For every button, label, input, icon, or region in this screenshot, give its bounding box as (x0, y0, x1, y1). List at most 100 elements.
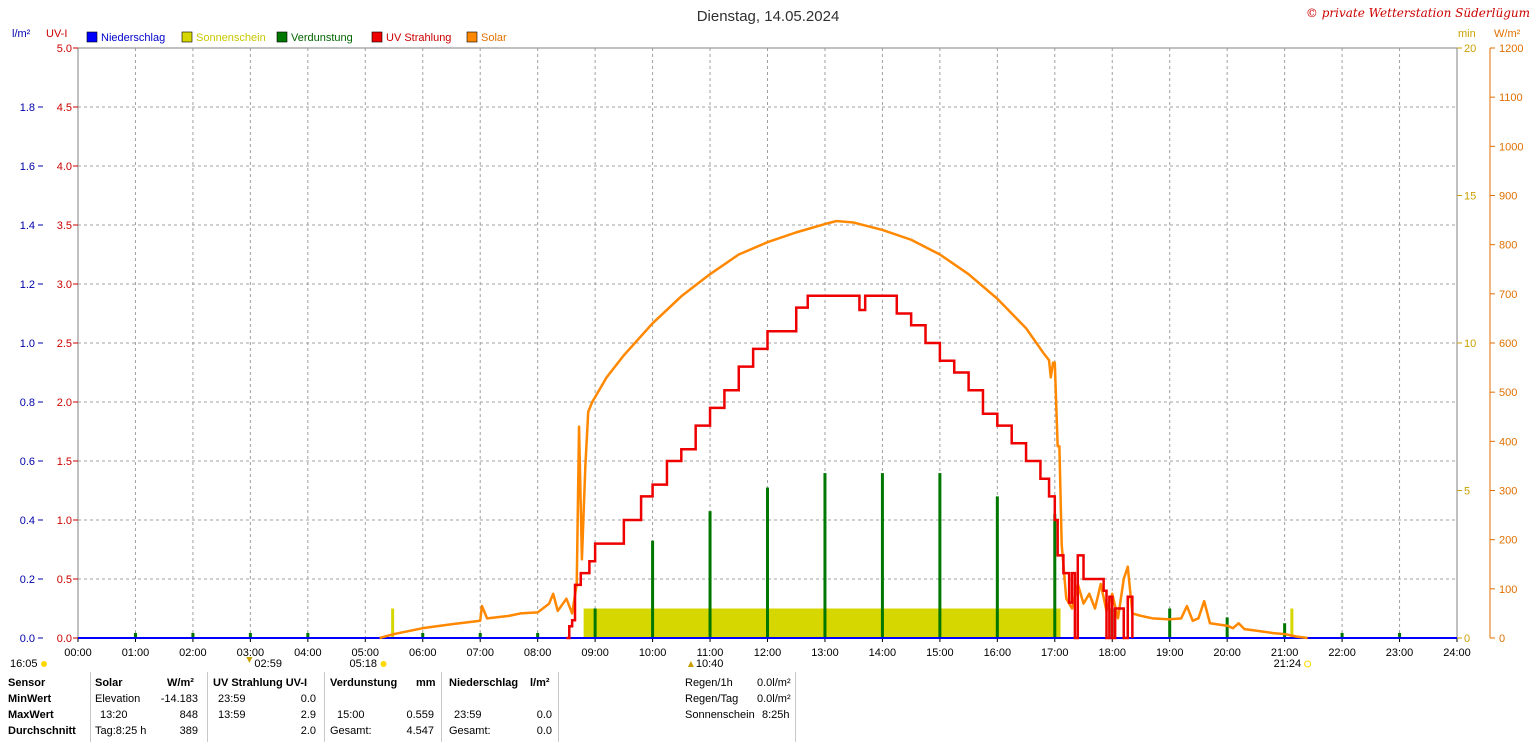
sun-tick-label: 20 (1464, 43, 1476, 55)
solar-tick-label: 600 (1499, 338, 1517, 350)
uv-line (566, 294, 1134, 640)
sunset-icon (1304, 660, 1312, 668)
summary-rain-day-label: Regen/Tag (685, 693, 739, 705)
x-tick-label: 15:00 (926, 647, 954, 659)
x-tick-label: 23:00 (1386, 647, 1414, 659)
rain-tick-label: 0.8 (20, 397, 35, 409)
sunrise-icon (380, 661, 387, 667)
rain-tick-label: 1.2 (20, 279, 35, 291)
evaporation-bar (1398, 633, 1402, 638)
weather-chart: Dienstag, 14.05.2024 © private Wettersta… (10, 6, 1530, 670)
evaporation-bar (995, 496, 999, 638)
max-rain-value: 0.0 (536, 709, 552, 721)
legend-label-3: UV Strahlung (386, 32, 451, 44)
uv-unit-label: UV-I (46, 28, 67, 40)
max-rain-time: 23:59 (454, 709, 482, 721)
astro-moonrise-label: 02:59 (254, 658, 282, 670)
evaporation-bar (1340, 633, 1344, 638)
rain-tick-label: 1.6 (20, 161, 35, 173)
uv-tick-label: 3.5 (57, 220, 72, 232)
row-label-avg: Durchschnitt (8, 725, 76, 737)
rain-tick-label: 0.2 (20, 574, 35, 586)
x-tick-label: 14:00 (869, 647, 897, 659)
rain-tick-label: 1.0 (20, 338, 35, 350)
legend: Niederschlag Sonnenschein Verdunstung UV St… (86, 31, 507, 44)
solar-tick-label: 900 (1499, 191, 1517, 203)
legend-swatch-0 (86, 31, 98, 43)
uv-tick-label: 2.0 (57, 397, 72, 409)
solar-tick-label: 100 (1499, 584, 1517, 596)
avg-evap-time: Gesamt: (330, 725, 372, 737)
rain-unit-label: l/m² (12, 28, 31, 40)
header-rain-unit: l/m² (530, 677, 550, 689)
summary-rain-day-value: 0.0l/m² (757, 693, 791, 705)
legend-label-1: Sonnenschein (196, 32, 266, 44)
evaporation-bar (248, 633, 252, 638)
astro-sunrise-label: 05:18 (350, 658, 378, 670)
solar-tick-label: 800 (1499, 240, 1517, 252)
moonrise-icon (246, 657, 253, 663)
header-solar: Solar (95, 677, 123, 689)
astro-sunset-label: 21:24 (1274, 658, 1302, 670)
legend-swatch-1 (181, 31, 193, 43)
evaporation-bar (938, 473, 942, 638)
sun-tick-label: 0 (1464, 633, 1470, 645)
min-solar-time: Elevation (95, 693, 141, 705)
summary-rain-hour-label: Regen/1h (685, 677, 733, 689)
max-uv-time: 13:59 (218, 709, 246, 721)
solar-tick-label: 1200 (1499, 43, 1523, 55)
rain-tick-label: 0.6 (20, 456, 35, 468)
avg-solar-time: Tag:8:25 h (95, 725, 147, 737)
summary-rain-hour-value: 0.0l/m² (757, 677, 791, 689)
x-tick-label: 11:00 (697, 647, 724, 659)
x-tick-label: 00:00 (64, 647, 92, 659)
legend-swatch-4 (466, 31, 478, 43)
sunshine-bar (391, 608, 395, 638)
legend-label-4: Solar (481, 32, 507, 44)
evaporation-bar (1053, 514, 1057, 638)
noon-icon (687, 661, 694, 667)
min-solar-value: -14.183 (160, 693, 198, 705)
uv-tick-label: 1.5 (57, 456, 72, 468)
x-tick-label: 08:00 (524, 647, 552, 659)
header-evap-unit: mm (416, 677, 436, 689)
min-uv-time: 23:59 (218, 693, 246, 705)
avg-rain-value: 0.0 (536, 725, 552, 737)
x-tick-label: 01:00 (122, 647, 150, 659)
evaporation-bar (191, 633, 195, 638)
sunshine-bar (583, 608, 1061, 638)
x-tick-label: 19:00 (1156, 647, 1184, 659)
evaporation-bar (1225, 617, 1229, 638)
header-rain: Niederschlag (449, 677, 519, 689)
legend-label-0: Niederschlag (101, 32, 165, 44)
uv-tick-label: 0.0 (57, 633, 72, 645)
astro-markers: 16:05 02:59 05:18 10:40 21:24 (10, 657, 1312, 670)
uv-tick-label: 5.0 (57, 43, 72, 55)
solar-tick-label: 400 (1499, 436, 1517, 448)
stats-table: Sensor Solar W/m² UV Strahlung UV-I Verd… (0, 672, 1536, 742)
sun-tick-label: 15 (1464, 191, 1476, 203)
sun-tick-label: 5 (1464, 486, 1470, 498)
astro-moonrise: 02:59 (246, 657, 282, 670)
x-tick-label: 04:00 (294, 647, 322, 659)
x-tick-label: 20:00 (1213, 647, 1241, 659)
x-tick-label: 10:00 (639, 647, 667, 659)
evaporation-bar (421, 633, 425, 638)
line-series (379, 219, 1308, 640)
header-evap: Verdunstung (330, 677, 398, 689)
rain-tick-label: 0.0 (20, 633, 35, 645)
avg-solar-value: 389 (179, 725, 198, 737)
legend-label-2: Verdunstung (291, 32, 353, 44)
astro-sunrise: 05:18 (350, 658, 387, 670)
x-tick-label: 06:00 (409, 647, 437, 659)
rain-tick-label: 0.4 (20, 515, 35, 527)
max-uv-value: 2.9 (300, 709, 316, 721)
uv-tick-label: 4.0 (57, 161, 72, 173)
uv-tick-label: 1.0 (57, 515, 72, 527)
solar-tick-label: 500 (1499, 387, 1517, 399)
evaporation-bar (593, 608, 597, 638)
avg-uv-value: 2.0 (300, 725, 316, 737)
x-tick-label: 09:00 (581, 647, 609, 659)
solar-line (379, 219, 1308, 640)
summary-sun-label: Sonnenschein (685, 709, 755, 721)
